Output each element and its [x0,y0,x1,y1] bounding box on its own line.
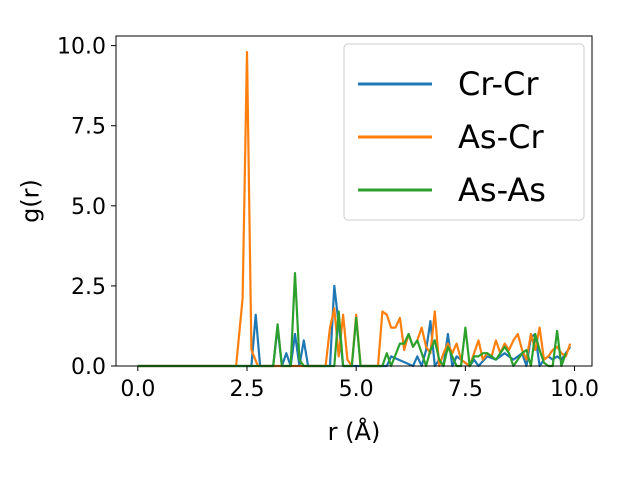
legend-box [343,43,585,221]
legend-label: As-Cr [458,118,544,156]
plot-frame [115,35,593,367]
x-tick-label: 10.0 [550,377,599,402]
x-axis: 0.0 2.5 5.0 7.5 10.0 [120,366,599,402]
y-tick-label: 0.0 [71,355,106,380]
x-axis-label: r (Å) [328,417,381,446]
x-tick-label: 0.0 [120,377,155,402]
y-tick-label: 7.5 [71,115,106,140]
y-tick-label: 10.0 [57,35,106,60]
x-tick-label: 5.0 [339,377,374,402]
y-axis: 0.0 2.5 5.0 7.5 10.0 [57,35,116,380]
x-tick-label: 7.5 [448,377,483,402]
y-tick-label: 5.0 [71,195,106,220]
series-line-as-as [137,272,567,368]
legend-label: Cr-Cr [458,65,539,103]
y-axis-label: g(r) [16,179,44,223]
legend-label: As-As [458,171,546,209]
legend: Cr-Cr As-Cr As-As [343,43,585,221]
x-tick-label: 2.5 [230,377,265,402]
y-tick-label: 2.5 [71,275,106,300]
